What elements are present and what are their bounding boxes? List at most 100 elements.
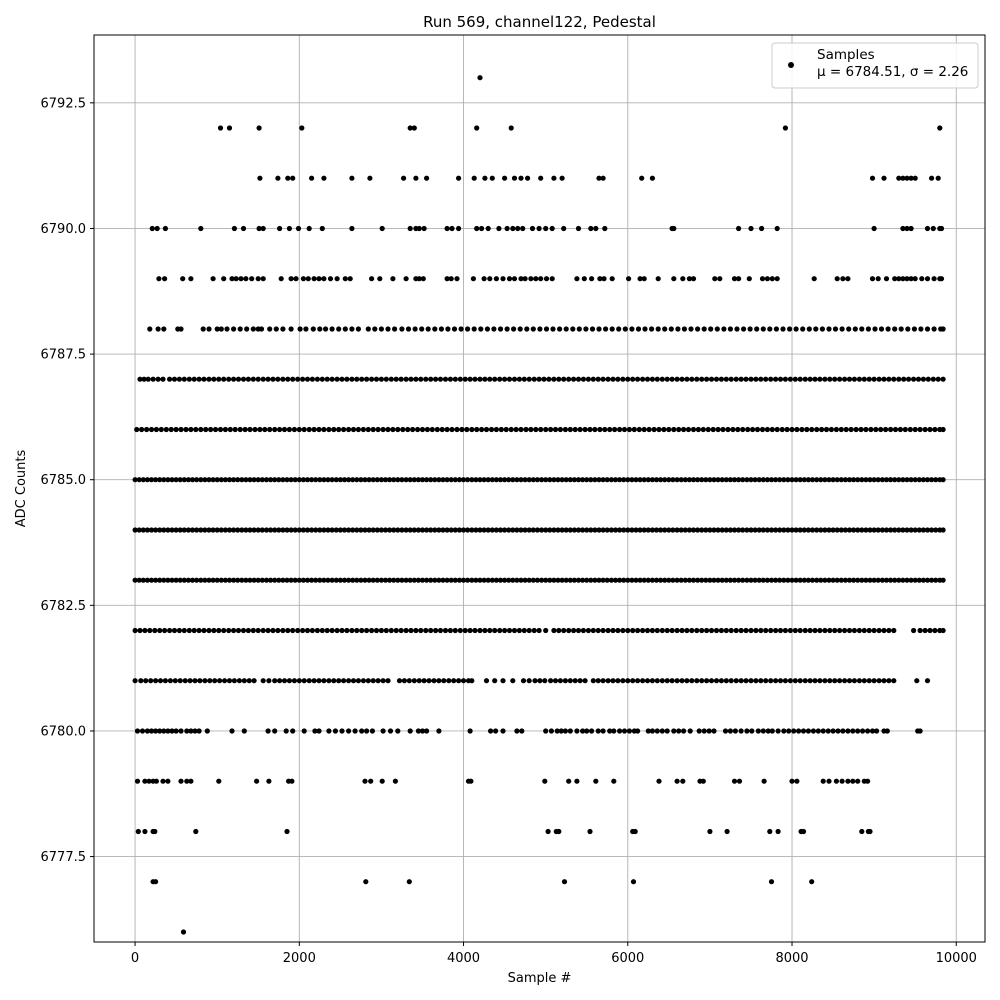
data-point	[682, 527, 688, 533]
data-point	[349, 376, 355, 382]
data-point	[840, 276, 846, 282]
data-point	[781, 577, 787, 583]
data-point	[216, 778, 222, 784]
y-tick-label: 6787.5	[41, 348, 87, 363]
data-point	[456, 678, 462, 684]
data-point	[413, 175, 419, 181]
data-point	[901, 376, 907, 382]
data-point	[516, 627, 523, 634]
data-point	[245, 376, 251, 382]
data-point	[410, 426, 416, 433]
data-point	[539, 577, 545, 583]
data-point	[608, 577, 615, 583]
data-point	[583, 326, 589, 332]
data-point	[296, 577, 302, 583]
data-point	[231, 678, 237, 684]
data-point	[625, 678, 631, 684]
data-point	[162, 678, 168, 684]
data-point	[662, 326, 668, 332]
data-point	[400, 426, 406, 433]
data-point	[182, 678, 188, 684]
data-point	[260, 627, 266, 634]
data-point	[180, 929, 187, 935]
data-point	[163, 426, 169, 433]
data-point	[833, 426, 840, 433]
data-point	[306, 426, 312, 433]
data-point	[727, 477, 734, 483]
data-point	[243, 527, 249, 533]
data-point	[440, 477, 446, 483]
data-point	[331, 678, 337, 684]
y-axis-label: ADC Counts	[14, 450, 29, 528]
data-point	[137, 376, 143, 382]
data-point	[728, 678, 734, 684]
data-point	[769, 728, 775, 734]
data-point	[449, 225, 455, 232]
data-point	[630, 678, 636, 684]
data-point	[927, 627, 933, 634]
data-point	[341, 527, 348, 533]
data-point	[834, 527, 840, 533]
data-point	[680, 778, 686, 784]
data-point	[838, 577, 844, 583]
data-point	[736, 577, 742, 583]
data-point	[378, 477, 384, 483]
data-point	[789, 426, 795, 433]
data-point	[621, 426, 628, 433]
data-point	[600, 477, 606, 483]
data-point	[534, 577, 541, 583]
data-point	[727, 527, 734, 533]
data-point	[859, 577, 865, 583]
data-point	[342, 276, 348, 282]
data-point	[407, 728, 413, 734]
data-point	[571, 527, 578, 533]
data-point	[888, 577, 894, 583]
data-point	[748, 477, 754, 483]
data-point	[787, 678, 794, 684]
data-point	[886, 627, 892, 634]
data-point	[206, 577, 212, 583]
data-point	[493, 276, 499, 282]
data-point	[313, 527, 319, 533]
data-point	[881, 376, 887, 382]
data-point	[471, 326, 477, 332]
data-point	[218, 326, 224, 332]
data-point	[763, 678, 769, 684]
data-point	[201, 627, 207, 634]
data-point	[240, 225, 247, 232]
data-point	[304, 527, 311, 533]
data-point	[856, 376, 863, 382]
data-point	[474, 125, 480, 131]
data-point	[699, 527, 705, 533]
data-point	[868, 426, 874, 433]
data-point	[390, 426, 396, 433]
data-point	[886, 678, 892, 684]
data-point	[403, 577, 409, 583]
data-point	[167, 376, 173, 382]
data-point	[562, 426, 569, 433]
data-point	[659, 678, 665, 684]
data-point	[309, 376, 315, 382]
data-point	[723, 477, 729, 483]
data-point	[666, 527, 672, 533]
data-point	[920, 477, 927, 483]
data-point	[375, 426, 381, 433]
data-point	[469, 577, 475, 583]
data-point	[493, 527, 499, 533]
data-point	[867, 577, 873, 583]
data-point	[664, 728, 670, 734]
data-point	[891, 678, 897, 684]
data-point	[378, 376, 384, 382]
data-point	[310, 326, 316, 332]
data-point	[489, 527, 495, 533]
data-point	[235, 577, 241, 583]
scatter-points	[132, 75, 946, 935]
data-point	[255, 627, 261, 634]
data-point	[715, 426, 721, 433]
data-point	[773, 376, 779, 382]
data-point	[272, 728, 278, 734]
data-point	[231, 627, 237, 634]
data-point	[744, 477, 750, 483]
data-point	[832, 678, 838, 684]
data-point	[768, 477, 775, 483]
